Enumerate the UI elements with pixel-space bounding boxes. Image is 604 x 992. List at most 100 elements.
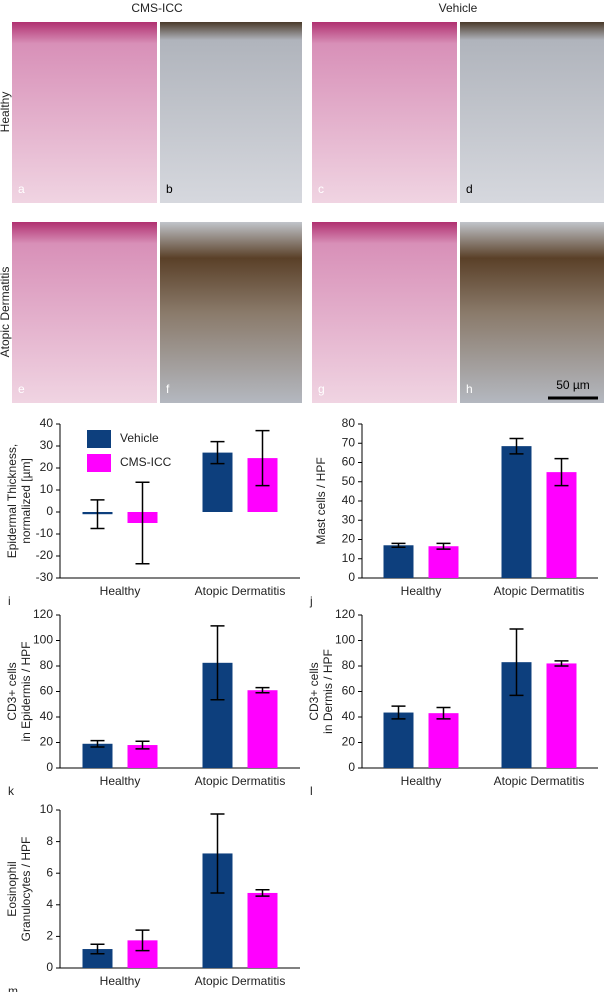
panel-label: e [18,382,25,396]
error-bar [509,628,524,697]
column-title: CMS-ICC [131,1,183,15]
row-title: Healthy [0,92,12,133]
y-axis-label: CD3+ cells [307,662,321,720]
y-tick-label: 6 [46,865,53,879]
error-bar [436,706,451,720]
y-tick-label: 0 [46,504,53,518]
x-tick-label: Atopic Dermatitis [195,974,286,988]
panel-label: l [310,784,313,798]
x-tick-label: Atopic Dermatitis [195,774,286,788]
y-axis-label: normalized [µm] [19,458,33,544]
y-tick-label: 40 [40,709,54,723]
y-tick-label: 2 [46,929,53,943]
error-bar [255,889,270,897]
y-tick-label: 120 [33,607,53,621]
bar [428,546,459,578]
error-bar [210,625,225,701]
panel-label: b [166,182,173,196]
y-tick-label: -20 [36,548,54,562]
error-bar [135,481,150,565]
panel-label: h [466,382,473,396]
y-tick-label: 80 [342,416,356,430]
histology-image [160,22,302,203]
legend-label: CMS-ICC [120,455,172,469]
histology-image [12,22,157,203]
error-bar [90,739,105,748]
x-tick-label: Healthy [401,584,442,598]
y-tick-label: 0 [348,570,355,584]
y-tick-label: 20 [40,735,54,749]
y-tick-label: 20 [342,735,356,749]
error-bar [509,437,524,455]
histology-image [460,222,604,403]
y-tick-label: 0 [348,760,355,774]
y-tick-label: 10 [40,482,54,496]
x-tick-label: Atopic Dermatitis [494,774,585,788]
histology-image [12,222,157,403]
panel-label: g [318,382,325,396]
x-tick-label: Atopic Dermatitis [195,584,286,598]
y-tick-label: 40 [40,416,54,430]
panel-label: d [466,182,473,196]
y-axis-label: CD3+ cells [5,662,19,720]
error-bar [90,499,105,530]
y-tick-label: 80 [342,658,356,672]
y-tick-label: -30 [36,570,54,584]
error-bar [255,686,270,694]
bar [82,949,113,968]
y-axis-label: Granulocytes / HPF [19,837,33,942]
y-tick-label: 40 [342,493,356,507]
error-bar [554,457,569,487]
legend-label: Vehicle [120,431,159,445]
y-tick-label: 10 [40,802,54,816]
x-tick-label: Atopic Dermatitis [494,584,585,598]
y-tick-label: 60 [40,684,54,698]
y-axis-label: in Epidermis / HPF [19,641,33,741]
histology-image [312,22,457,203]
bar [247,892,278,968]
y-tick-label: 70 [342,435,356,449]
error-bar [210,813,225,894]
y-axis-label: Eosinophil [5,861,19,916]
row-title: Atopic Dermatitis [0,267,12,358]
y-tick-label: 100 [33,633,53,647]
column-title: Vehicle [439,1,478,15]
x-tick-label: Healthy [100,774,141,788]
panel-label: a [18,182,25,196]
y-tick-label: 0 [46,760,53,774]
bar [428,713,459,768]
y-axis-label: Mast cells / HPF [314,457,328,544]
panel-label: c [318,182,324,196]
y-tick-label: 40 [342,709,356,723]
bar [501,446,532,578]
y-tick-label: 10 [342,551,356,565]
bar [546,472,577,578]
y-tick-label: 60 [342,684,356,698]
y-tick-label: 60 [342,455,356,469]
histology-image [312,222,457,403]
y-tick-label: 20 [342,532,356,546]
legend-swatch [87,430,111,448]
panel-label: i [8,594,11,608]
y-axis-label: in Dermis / HPF [321,649,335,734]
bar [383,545,414,578]
error-bar [135,740,150,750]
panel-label: k [8,784,15,798]
error-bar [436,542,451,550]
scale-bar-label: 50 µm [556,378,590,392]
y-tick-label: -10 [36,526,54,540]
error-bar [90,943,105,955]
x-tick-label: Healthy [401,774,442,788]
error-bar [255,429,270,487]
y-tick-label: 4 [46,897,53,911]
panel-label: f [166,382,170,396]
y-tick-label: 50 [342,474,356,488]
legend-swatch [87,454,111,472]
y-tick-label: 0 [46,960,53,974]
y-tick-label: 30 [342,512,356,526]
error-bar [391,705,406,720]
histology-image [460,22,604,203]
y-tick-label: 30 [40,438,54,452]
